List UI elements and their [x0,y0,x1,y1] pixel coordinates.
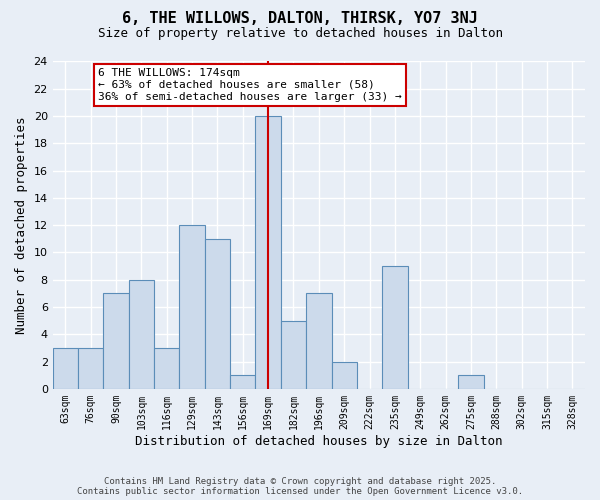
Y-axis label: Number of detached properties: Number of detached properties [15,116,28,334]
Text: 6 THE WILLOWS: 174sqm
← 63% of detached houses are smaller (58)
36% of semi-deta: 6 THE WILLOWS: 174sqm ← 63% of detached … [98,68,402,102]
Bar [205,239,230,389]
Bar [256,116,281,389]
Bar [230,375,256,389]
Bar [306,294,332,389]
Bar [382,266,407,389]
Bar [332,362,357,389]
Text: 6, THE WILLOWS, DALTON, THIRSK, YO7 3NJ: 6, THE WILLOWS, DALTON, THIRSK, YO7 3NJ [122,11,478,26]
Bar [154,348,179,389]
Bar [179,225,205,389]
Bar [103,294,129,389]
Bar [458,375,484,389]
Bar [53,348,78,389]
Text: Size of property relative to detached houses in Dalton: Size of property relative to detached ho… [97,27,503,40]
Bar [129,280,154,389]
Text: Contains HM Land Registry data © Crown copyright and database right 2025.
Contai: Contains HM Land Registry data © Crown c… [77,476,523,496]
Bar [78,348,103,389]
Bar [281,320,306,389]
X-axis label: Distribution of detached houses by size in Dalton: Distribution of detached houses by size … [135,434,503,448]
